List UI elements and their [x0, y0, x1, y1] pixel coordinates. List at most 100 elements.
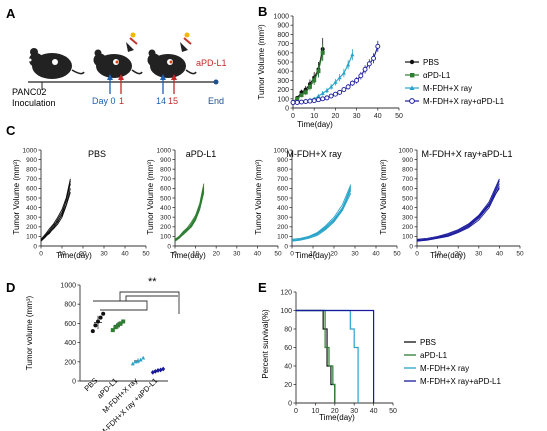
panel-c-subplot-mfdh-x-apdl1: M-FDH+X ray+aPD-L1 Time(day) Tumor Volum…	[379, 147, 524, 260]
panel-e-xlabel: Time(day)	[319, 413, 355, 422]
subplot-axes-mfdh-x: 0 10 20 30 40 5001002003004005006007008009001…	[274, 147, 401, 257]
panel-d-y-tick-label: 400	[64, 340, 76, 347]
subplot-axes-apdl1: 0 10 20 30 40 5001002003004005006007008009001…	[157, 147, 282, 257]
subplot-xlabel-apdl1: Time(day)	[170, 251, 206, 260]
panel-e-y-tick-label: 60	[284, 345, 292, 352]
subplot-pbs-y-tick-label: 1000	[23, 147, 38, 154]
panel-b-x-tick-label: 0	[291, 113, 295, 120]
radiation-icon-day14	[180, 32, 192, 52]
data-point-pbs	[96, 319, 100, 324]
subplot-apdl1-x-tick-label: 30	[233, 251, 241, 258]
legend-label-mfdh-x: M-FDH+X ray	[420, 364, 469, 373]
subplot-mfdh_x-y-tick-label: 1000	[274, 147, 289, 154]
data-point-mfdh_x_apdl1	[366, 61, 372, 67]
subplot-apdl1-x-tick-label: 40	[254, 251, 262, 258]
subplot-pbs-y-tick-label: 0	[33, 243, 37, 250]
panel-c-letter: C	[6, 123, 16, 138]
data-point-pbs	[101, 311, 106, 316]
data-point-mfdh_x_apdl1	[311, 98, 317, 104]
data-point-pbs	[93, 323, 98, 328]
subplot-apdl1-y-tick-label: 400	[160, 205, 171, 212]
subplot-mfdh_x_apdl1-x-tick-label: 0	[415, 251, 419, 258]
subplot-xlabel-mfdh-x-apdl1: Time(day)	[430, 251, 466, 260]
data-point-apdl1	[303, 90, 308, 95]
subplot-lines-mfdh-x	[291, 184, 352, 242]
panel-b-y-tick-label: 400	[277, 69, 289, 76]
panel-b-y-tick-label: 500	[277, 59, 289, 66]
data-point-mfdh_x_apdl1	[324, 95, 330, 101]
data-point-mfdh_x	[138, 357, 143, 362]
individual-curve-pbs	[40, 183, 71, 241]
data-point-mfdh_x_apdl1	[354, 77, 360, 83]
panel-e-series	[296, 309, 375, 403]
subplot-mfdh_x_apdl1-y-tick-label: 0	[409, 243, 413, 250]
data-point-apdl1	[320, 50, 325, 55]
panel-e-x-tick-label: 20	[331, 408, 339, 415]
data-point-mfdh_x	[133, 359, 138, 364]
panel-c-subplot-mfdh-x: M-FDH+X ray Time(day) Tumor Volume (mm³)…	[254, 147, 401, 260]
data-point-mfdh_x_apdl1	[156, 368, 160, 373]
subplot-axes-mfdh-x-apdl1: 0 10 20 30 40 5001002003004005006007008009001…	[399, 147, 524, 257]
mouse-icon-day0	[93, 49, 143, 78]
data-point-apdl1	[295, 96, 300, 101]
data-point-mfdh_x	[329, 84, 334, 89]
legend-item-pbs: PBS	[405, 58, 439, 67]
panel-b-x-tick-label: 10	[310, 113, 318, 120]
individual-curve-apdl1	[174, 186, 205, 241]
panel-e-x-tick-label: 10	[312, 408, 320, 415]
panel-d-y-tick-label: 800	[64, 302, 76, 309]
subplot-apdl1-y-tick-label: 1000	[157, 147, 172, 154]
subplot-mfdh_x-x-tick-label: 30	[351, 251, 359, 258]
panel-b-y-tick-label: 700	[277, 41, 289, 48]
subplot-lines-apdl1	[174, 183, 205, 242]
individual-curve-mfdh_x_apdl1	[416, 188, 500, 242]
subplot-apdl1-y-tick-label: 900	[160, 157, 171, 164]
data-point-mfdh_x_apdl1	[303, 99, 309, 105]
subplot-apdl1-x-tick-label: 20	[213, 251, 221, 258]
panel-d-axes: 0 200 400 600 800 1000	[60, 282, 168, 385]
subplot-mfdh_x-y-tick-label: 800	[277, 166, 288, 173]
individual-curve-mfdh_x	[291, 193, 352, 242]
subplot-pbs-y-tick-label: 400	[26, 205, 37, 212]
legend-label-mfdh-x-apdl1: M-FDH+X ray+aPD-L1	[420, 377, 501, 386]
panel-b-y-tick-label: 300	[277, 78, 289, 85]
data-point-mfdh_x	[346, 62, 351, 67]
data-point-mfdh_x_apdl1	[371, 55, 377, 61]
legend-item-apdl1: αPD-L1	[405, 71, 451, 80]
subplot-mfdh_x_apdl1-y-tick-label: 800	[402, 166, 413, 173]
data-point-mfdh_x_apdl1	[320, 96, 326, 102]
subplot-mfdh_x-y-tick-label: 400	[277, 205, 288, 212]
panel-e-x-tick-label: 0	[294, 408, 298, 415]
legend-label-mfdh-x-apdl1: M-FDH+X ray+αPD-L1	[423, 97, 505, 106]
subplot-lines-mfdh-x-apdl1	[416, 178, 500, 242]
panel-e-legend: PBS aPD-L1 M-FDH+X ray M-FDH+X ray+aPD-L…	[404, 338, 501, 386]
data-point-mfdh_x	[337, 75, 342, 80]
data-point-mfdh_x	[333, 80, 338, 84]
panel-d-letter: D	[6, 280, 15, 295]
panel-b-x-tick-label: 20	[332, 113, 340, 120]
panel-d-category-labels: PBS aPD-L1 M-FDH+X ray M-FDH+X ray +aPD-…	[82, 376, 159, 431]
panel-d-y-tick-label: 1000	[60, 282, 76, 289]
panel-d-ylabel: Tumor volume (mm³)	[25, 295, 34, 370]
day14-label: 14	[156, 96, 166, 106]
subplot-mfdh_x-y-tick-label: 900	[277, 157, 288, 164]
subplot-mfdh_x-x-tick-label: 20	[330, 251, 338, 258]
subplot-pbs-x-tick-label: 20	[79, 251, 87, 258]
data-point-apdl1	[299, 93, 304, 98]
panel-b-y-tick-label: 100	[277, 96, 289, 103]
data-point-apdl1	[110, 328, 115, 333]
subplot-mfdh_x-y-tick-label: 500	[277, 195, 288, 202]
individual-curve-apdl1	[174, 188, 205, 242]
panel-e-y-tick-label: 0	[288, 400, 292, 407]
panel-e-x-tick-label: 50	[389, 408, 397, 415]
day0-arrowhead	[107, 74, 113, 80]
subplot-mfdh_x_apdl1-y-tick-label: 100	[402, 234, 413, 241]
legend-marker-pbs	[409, 59, 415, 65]
panel-b-y-tick-label: 1000	[273, 13, 289, 20]
survival-curve-mfdh_x_apdl1	[296, 309, 375, 403]
subplot-title-pbs: PBS	[88, 149, 106, 159]
subplot-mfdh_x-y-tick-label: 0	[284, 243, 288, 250]
subplot-pbs-y-tick-label: 100	[26, 234, 37, 241]
panel-e-x-tick-label: 30	[350, 408, 358, 415]
subplot-mfdh_x-y-tick-label: 200	[277, 224, 288, 231]
